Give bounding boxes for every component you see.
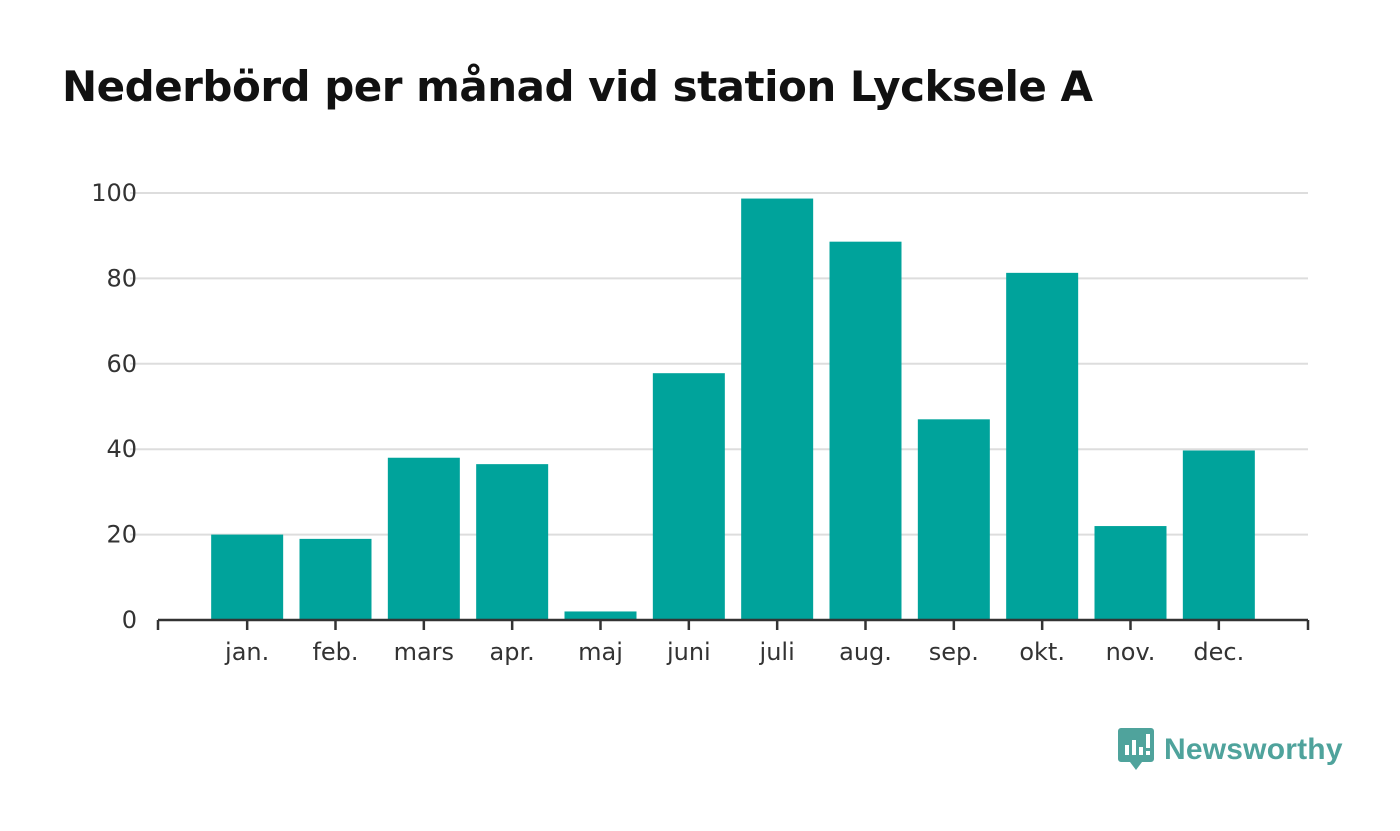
bar-11 <box>1182 450 1255 620</box>
x-tick-label: aug. <box>839 638 892 666</box>
bar-3 <box>476 464 549 620</box>
bar-5 <box>652 373 725 620</box>
bar-0 <box>211 534 284 620</box>
y-tick-label: 20 <box>106 521 137 549</box>
bar-6 <box>741 198 814 620</box>
newsworthy-logo-icon <box>1118 728 1154 770</box>
x-tick-label: apr. <box>490 638 535 666</box>
x-axis <box>156 618 1310 630</box>
bars <box>211 198 1255 621</box>
chart-title: Nederbörd per månad vid station Lycksele… <box>62 62 1093 111</box>
logo-text: Newsworthy <box>1164 733 1343 766</box>
y-tick-label: 60 <box>106 350 137 378</box>
y-tick-label: 80 <box>106 264 137 292</box>
x-tick-label: sep. <box>929 638 979 666</box>
y-tick-label: 100 <box>91 179 137 207</box>
x-axis-labels: jan. feb. mars apr. maj juni juli aug. sep. okt. n… <box>224 638 1244 666</box>
bar-9 <box>1006 272 1079 620</box>
newsworthy-logo: Newsworthy <box>1118 728 1343 772</box>
bar-1 <box>299 538 372 620</box>
x-tick-label: maj <box>578 638 623 666</box>
x-tick-label: okt. <box>1019 638 1065 666</box>
bar-10 <box>1094 526 1167 620</box>
x-tick-label: dec. <box>1193 638 1244 666</box>
bar-2 <box>387 457 460 620</box>
bar-7 <box>829 241 902 621</box>
x-tick-label: feb. <box>312 638 358 666</box>
x-tick-label: jan. <box>224 638 269 666</box>
y-tick-label: 0 <box>122 606 137 634</box>
x-tick-label: mars <box>394 638 454 666</box>
bar-8 <box>917 419 990 620</box>
x-tick-label: juni <box>666 638 711 666</box>
bar-4 <box>564 611 637 620</box>
y-axis-ticks: 0 20 40 60 80 100 <box>91 179 137 634</box>
x-tick-label: nov. <box>1106 638 1156 666</box>
x-tick-label: juli <box>759 638 795 666</box>
y-tick-label: 40 <box>106 435 137 463</box>
